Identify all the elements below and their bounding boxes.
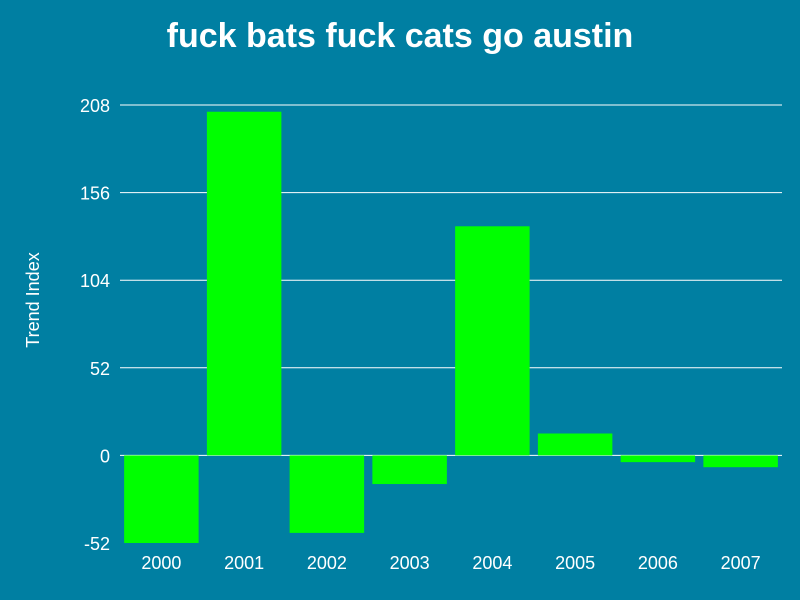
- x-tick-label: 2004: [472, 553, 512, 573]
- x-tick-label: 2006: [638, 553, 678, 573]
- y-tick-label: 52: [90, 359, 110, 379]
- bar-2002: [289, 455, 365, 533]
- x-tick-label: 2007: [721, 553, 761, 573]
- y-tick-labels: -52 0 52 104 156 208: [80, 96, 110, 554]
- y-axis-label: Trend Index: [23, 252, 43, 347]
- chart-title: fuck bats fuck cats go austin: [167, 17, 634, 55]
- bar-2007: [703, 455, 778, 468]
- bar-2003: [372, 455, 447, 485]
- bar-2001: [206, 111, 282, 456]
- y-tick-label: 104: [80, 271, 110, 291]
- x-tick-label: 2000: [141, 553, 181, 573]
- x-tick-label: 2005: [555, 553, 595, 573]
- x-tick-label: 2003: [390, 553, 430, 573]
- bars: [124, 111, 778, 543]
- y-tick-label: 156: [80, 184, 110, 204]
- bar-2006: [620, 455, 696, 463]
- x-tick-label: 2002: [307, 553, 347, 573]
- bar-2005: [537, 433, 613, 456]
- x-tick-labels: 2000 2001 2002 2003 2004 2005 2006 2007: [141, 553, 760, 573]
- y-tick-label: 208: [80, 96, 110, 116]
- bar-2004: [455, 226, 530, 456]
- y-tick-label: 0: [100, 446, 110, 466]
- bar-2000: [124, 455, 199, 543]
- x-tick-label: 2001: [224, 553, 264, 573]
- y-tick-label: -52: [84, 534, 110, 554]
